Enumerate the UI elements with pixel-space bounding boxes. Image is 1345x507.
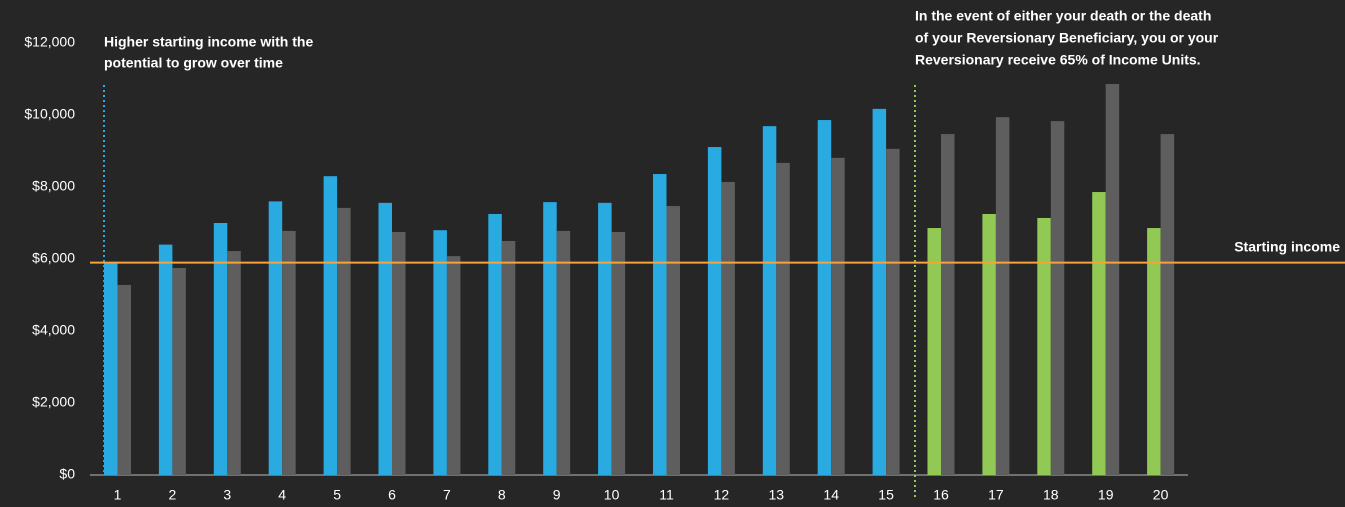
bar	[433, 230, 447, 475]
bar	[721, 181, 735, 475]
bar	[172, 268, 186, 475]
y-tick-label: $10,000	[24, 106, 75, 122]
bar	[556, 230, 571, 475]
y-tick-label: $4,000	[32, 322, 75, 338]
x-tick-label: 6	[388, 487, 396, 503]
bar	[872, 108, 887, 475]
y-tick-label: $0	[59, 466, 75, 482]
annotation: potential to grow over time	[104, 55, 283, 71]
x-tick-label: 8	[498, 487, 506, 503]
x-tick-label: 13	[769, 487, 785, 503]
bar	[762, 126, 777, 475]
bar	[268, 201, 283, 475]
annotation: Reversionary receive 65% of Income Units…	[915, 52, 1201, 68]
annotation: of your Reversionary Beneficiary, you or…	[915, 30, 1219, 46]
bar	[941, 134, 955, 475]
x-tick-label: 12	[714, 487, 730, 503]
bar	[927, 228, 941, 475]
bar	[982, 214, 996, 475]
bar	[1105, 84, 1120, 475]
x-tick-label: 11	[659, 487, 674, 503]
annotation: In the event of either your death or the…	[915, 8, 1211, 24]
bar	[446, 256, 461, 475]
bar	[104, 262, 118, 475]
bar	[995, 117, 1010, 475]
x-tick-label: 14	[823, 487, 839, 503]
bar	[776, 162, 790, 475]
bar	[886, 148, 900, 475]
bar	[1037, 217, 1051, 475]
x-tick-label: 16	[933, 487, 949, 503]
bar	[392, 232, 406, 475]
bar	[1147, 228, 1161, 475]
bar	[831, 157, 845, 475]
x-tick-label: 10	[604, 487, 620, 503]
bar	[488, 214, 502, 475]
bar	[323, 176, 338, 475]
y-tick-label: $12,000	[24, 34, 75, 50]
bar	[817, 120, 832, 475]
bar	[501, 241, 516, 475]
bar	[1050, 121, 1065, 476]
x-tick-label: 1	[114, 487, 122, 503]
bar	[707, 147, 722, 476]
bar	[1092, 192, 1106, 476]
x-tick-label: 15	[878, 487, 894, 503]
bar	[337, 207, 351, 475]
bar	[598, 202, 612, 475]
bar	[666, 206, 680, 475]
x-tick-label: 7	[443, 487, 451, 503]
annotation: Higher starting income with the	[104, 34, 313, 50]
x-tick-label: 5	[333, 487, 341, 503]
bar	[653, 174, 667, 476]
bar	[213, 223, 228, 475]
bar	[611, 232, 626, 475]
bar	[378, 202, 392, 475]
bar	[282, 230, 296, 475]
x-tick-label: 20	[1153, 487, 1169, 503]
x-tick-label: 3	[223, 487, 231, 503]
x-tick-label: 19	[1098, 487, 1114, 503]
y-tick-label: $2,000	[32, 394, 75, 410]
x-tick-label: 9	[553, 487, 561, 503]
x-tick-label: 2	[169, 487, 177, 503]
x-tick-label: 18	[1043, 487, 1059, 503]
x-tick-label: 17	[988, 487, 1004, 503]
y-tick-label: $8,000	[32, 178, 75, 194]
bar	[117, 284, 131, 475]
bar	[1160, 134, 1175, 475]
y-tick-label: $6,000	[32, 250, 75, 266]
bar	[227, 251, 241, 475]
bar	[158, 244, 173, 475]
reference-label: Starting income	[1234, 238, 1340, 254]
bar	[543, 202, 557, 475]
x-tick-label: 4	[278, 487, 286, 503]
